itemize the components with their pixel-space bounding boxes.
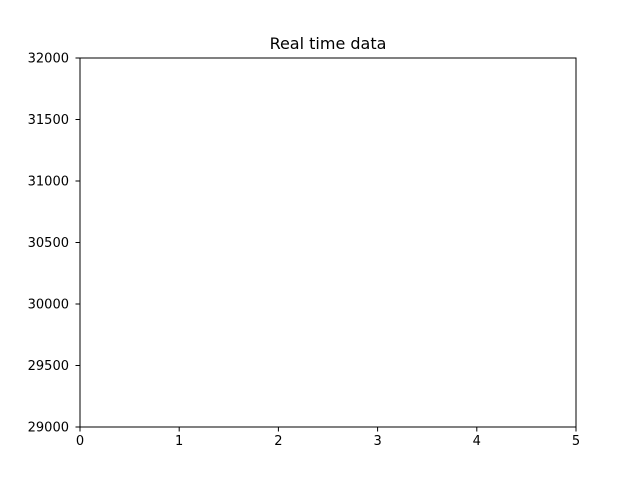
x-tick-label: 3 [373,434,381,449]
y-tick-label: 32000 [28,52,69,67]
y-tick-label: 30500 [28,236,69,251]
chart-title: Real time data [270,34,387,53]
x-tick-label: 0 [76,434,84,449]
x-tick-label: 4 [473,434,481,449]
x-tick-label: 1 [175,434,183,449]
x-tick-label: 2 [274,434,282,449]
y-tick-label: 29500 [28,359,69,374]
y-axis: 29000 29500 30000 30500 31000 31500 32000 [28,52,80,436]
x-axis: 0 1 2 3 4 5 [76,427,580,449]
plot-area [80,58,576,427]
x-tick-label: 5 [572,434,580,449]
y-tick-label: 29000 [28,421,69,436]
y-tick-label: 31000 [28,175,69,190]
y-tick-label: 30000 [28,298,69,313]
y-tick-label: 31500 [28,113,69,128]
plot-frame [79,57,577,428]
